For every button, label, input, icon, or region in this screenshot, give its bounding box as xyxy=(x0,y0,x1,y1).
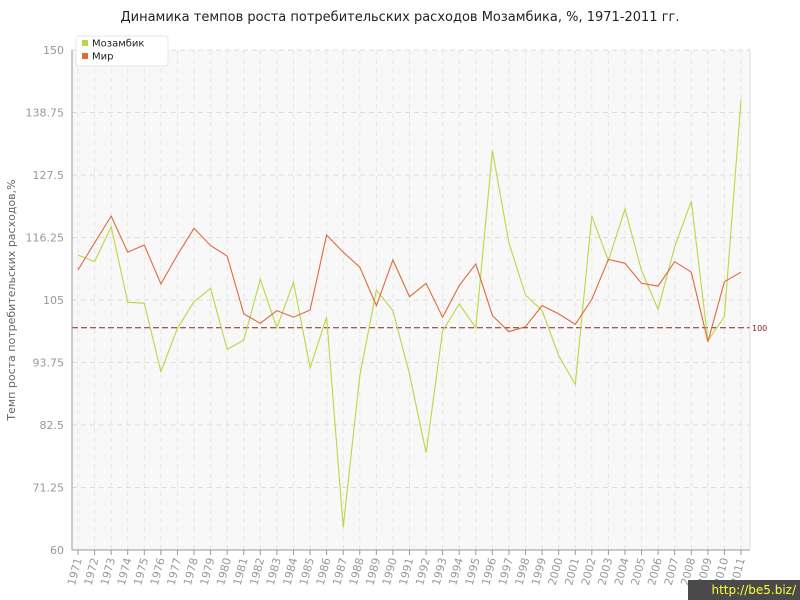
watermark-link[interactable]: http://be5.biz/ xyxy=(688,580,800,600)
reference-line-label: 100 xyxy=(752,324,767,333)
chart-title: Динамика темпов роста потребительских ра… xyxy=(120,10,680,25)
legend: Мозамбик Мир xyxy=(75,35,169,67)
y-tick-label: 71.25 xyxy=(33,482,65,495)
y-tick-label: 82.5 xyxy=(40,419,65,432)
y-tick-label: 150 xyxy=(43,44,64,57)
series-layer xyxy=(77,99,742,528)
legend-box xyxy=(75,35,169,67)
y-tick-label: 105 xyxy=(43,294,64,307)
y-tick-label: 60 xyxy=(50,544,64,557)
y-axis-label: Темп роста потребительских расходов,% xyxy=(5,179,18,421)
legend-label: Мозамбик xyxy=(92,39,144,50)
y-tick-label: 138.75 xyxy=(26,107,65,120)
y-tick-label: 127.5 xyxy=(33,169,65,182)
series-line-world xyxy=(77,214,742,342)
legend-swatch xyxy=(82,53,88,59)
reference-layer: 100 xyxy=(72,324,767,333)
series-line-mozambique xyxy=(77,99,742,528)
y-tick-label: 116.25 xyxy=(26,232,65,245)
legend-swatch xyxy=(82,40,88,46)
grid-layer xyxy=(72,49,750,551)
y-tick-label: 93.75 xyxy=(33,357,65,370)
legend-label: Мир xyxy=(92,52,113,63)
